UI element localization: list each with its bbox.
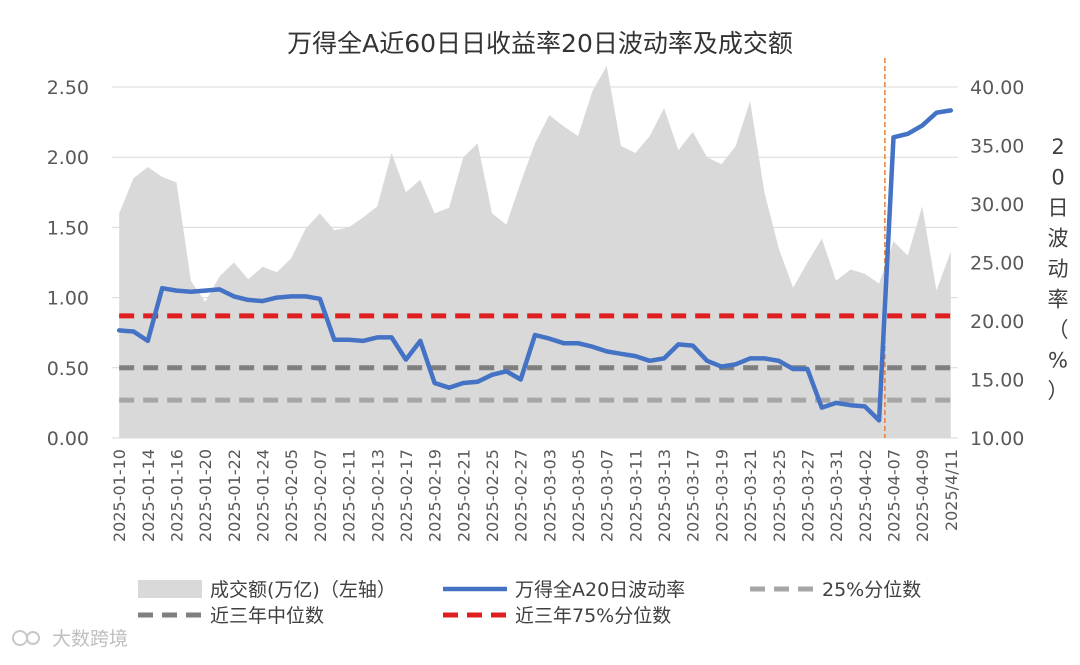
y-right-tick-label: 40.00 [970,77,1024,99]
watermark-logo-icon-2 [26,631,40,645]
x-tick-label: 2025-04-07 [884,449,903,542]
volatility-polyline [116,108,954,423]
y-right-tick-label: 15.00 [970,370,1024,392]
x-tick-label: 2025-04-09 [913,449,932,542]
y-right-title-char: 动 [1048,257,1069,281]
x-tick-label: 2025-02-21 [454,449,473,542]
x-tick-label: 2025-03-27 [798,449,817,542]
x-tick-label: 2025-03-17 [684,449,703,542]
x-tick-label: 2025-02-27 [512,449,531,542]
legend-swatch-volume [138,580,202,598]
volume-area-path [119,65,951,439]
x-tick-label: 2025-03-13 [655,449,674,542]
right-y-axis-title: 2 0 日波动率 （% ） [1048,135,1069,403]
y-left-tick-label: 1.50 [47,217,89,239]
x-tick-label: 2025-01-14 [139,449,158,542]
x-tick-label: 2025-03-11 [626,449,645,542]
x-tick-label: 2025-03-05 [569,449,588,542]
x-tick-label: 2025-03-19 [712,449,731,542]
left-y-axis: 0.00 0.50 1.00 1.50 2.00 2.50 [47,77,89,450]
legend-label: 万得全A20日波动率 [515,579,685,601]
watermark-text: 大数跨境 [52,628,128,650]
y-right-title-char: 日 [1048,196,1069,220]
x-tick-label: 2025-02-07 [311,449,330,542]
legend-label: 近三年75%分位数 [515,605,671,627]
x-tick-label: 2025-02-17 [397,449,416,542]
y-left-tick-label: 0.00 [47,428,89,450]
y-right-title-char: 波 [1048,227,1069,251]
x-tick-label: 2025-03-07 [598,449,617,542]
y-left-tick-label: 0.50 [47,358,89,380]
x-tick-label: 2025-01-16 [168,449,187,542]
x-tick-label: 2025/4/11 [942,449,961,531]
x-tick-label: 2025-02-13 [368,449,387,542]
x-tick-label: 2025-01-24 [254,449,273,542]
y-right-title-char: % [1048,349,1068,373]
y-left-tick-label: 1.00 [47,288,89,310]
chart-title: 万得全A近60日日收益率20日波动率及成交额 [287,29,793,58]
volatility-line [116,108,954,423]
x-axis: 2025-01-10 2025-01-14 2025-01-16 2025-01-20… [110,449,961,542]
y-right-title-char: （ [1048,318,1069,342]
x-tick-label: 2025-03-03 [540,449,559,542]
watermark-logo-icon [12,630,28,646]
volume-area [119,65,951,439]
x-tick-label: 2025-01-20 [196,449,215,542]
x-tick-label: 2025-03-25 [770,449,789,542]
y-right-title-char: 0 [1051,166,1064,190]
y-left-tick-label: 2.50 [47,77,89,99]
x-tick-label: 2025-01-10 [110,449,129,542]
legend-label: 25%分位数 [822,579,921,601]
y-right-tick-label: 25.00 [970,253,1024,275]
y-right-tick-label: 35.00 [970,136,1024,158]
x-tick-label: 2025-02-25 [483,449,502,542]
x-tick-label: 2025-02-05 [282,449,301,542]
x-tick-label: 2025-01-22 [225,449,244,542]
right-y-axis: 10.00 15.00 20.00 25.00 30.00 35.00 40.00 [970,77,1024,450]
x-tick-label: 2025-03-21 [741,449,760,542]
x-tick-label: 2025-02-19 [426,449,445,542]
y-left-tick-label: 2.00 [47,147,89,169]
y-right-tick-label: 30.00 [970,194,1024,216]
legend-label: 成交额(万亿)（左轴） [210,579,396,601]
x-tick-label: 2025-03-31 [827,449,846,542]
y-right-title-char: 率 [1048,288,1069,312]
y-right-title-char: 2 [1051,135,1064,159]
legend-label: 近三年中位数 [210,605,324,627]
x-tick-label: 2025-02-11 [340,449,359,542]
watermark: 大数跨境 [12,628,128,650]
y-right-tick-label: 20.00 [970,311,1024,333]
y-right-tick-label: 10.00 [970,428,1024,450]
y-right-title-char: ） [1048,379,1069,403]
x-tick-label: 2025-04-02 [856,449,875,542]
